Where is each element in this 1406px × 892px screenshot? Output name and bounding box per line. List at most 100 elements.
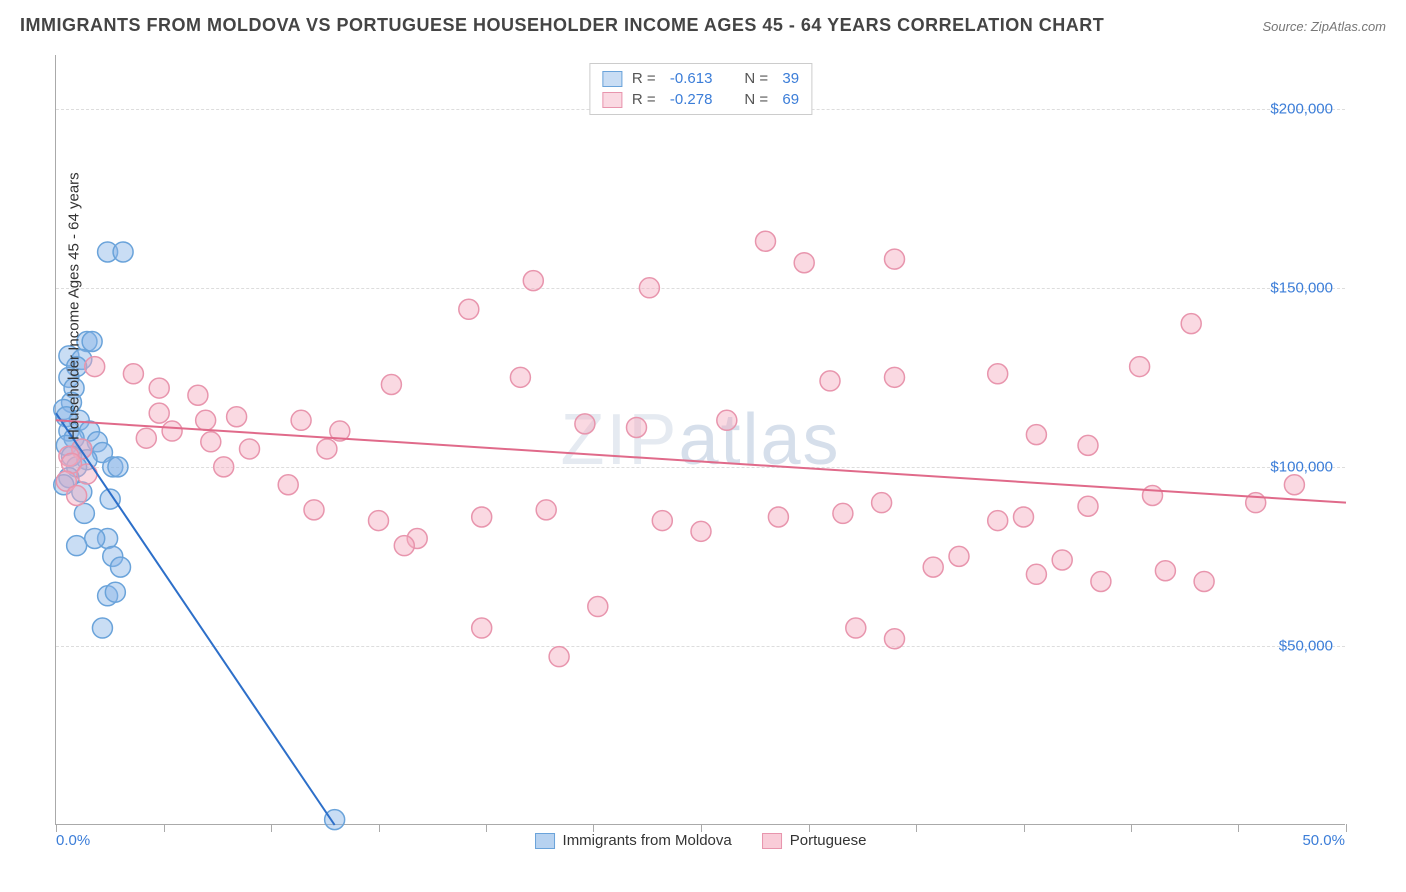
data-point <box>1014 507 1034 527</box>
data-point <box>768 507 788 527</box>
swatch-portuguese <box>762 833 782 849</box>
correlation-row: R = -0.613 N = 39 <box>602 68 799 89</box>
swatch-series-0 <box>602 71 622 87</box>
data-point <box>214 457 234 477</box>
data-point <box>794 253 814 273</box>
x-tick <box>56 824 57 832</box>
data-point <box>123 364 143 384</box>
data-point <box>278 475 298 495</box>
x-tick <box>701 824 702 832</box>
data-point <box>162 421 182 441</box>
data-point <box>923 557 943 577</box>
data-point <box>588 597 608 617</box>
data-point <box>149 403 169 423</box>
chart-title: IMMIGRANTS FROM MOLDOVA VS PORTUGUESE HO… <box>20 15 1104 36</box>
r-value-0: -0.613 <box>670 70 713 87</box>
data-point <box>949 546 969 566</box>
swatch-moldova <box>535 833 555 849</box>
data-point <box>67 536 87 556</box>
r-value-1: -0.278 <box>670 91 713 108</box>
legend-label-1: Portuguese <box>790 832 867 849</box>
data-point <box>885 629 905 649</box>
data-point <box>472 507 492 527</box>
data-point <box>510 367 530 387</box>
data-point <box>136 428 156 448</box>
data-point <box>304 500 324 520</box>
n-label: N = <box>744 70 772 87</box>
x-tick <box>1024 824 1025 832</box>
chart-plot-area: ZIPatlas $50,000$100,000$150,000$200,000… <box>55 55 1345 825</box>
data-point <box>82 332 102 352</box>
data-point <box>1052 550 1072 570</box>
data-point <box>1130 357 1150 377</box>
correlation-legend: R = -0.613 N = 39 R = -0.278 N = 69 <box>589 63 812 115</box>
data-point <box>291 410 311 430</box>
data-point <box>92 618 112 638</box>
data-point <box>627 417 647 437</box>
data-point <box>988 511 1008 531</box>
data-point <box>317 439 337 459</box>
data-point <box>717 410 737 430</box>
data-point <box>1143 486 1163 506</box>
data-point <box>1026 425 1046 445</box>
data-point <box>549 647 569 667</box>
source-attribution: Source: ZipAtlas.com <box>1262 19 1386 34</box>
data-point <box>885 249 905 269</box>
n-value-0: 39 <box>782 70 799 87</box>
data-point <box>201 432 221 452</box>
data-point <box>1078 435 1098 455</box>
correlation-row: R = -0.278 N = 69 <box>602 89 799 110</box>
chart-svg <box>56 55 1345 824</box>
data-point <box>652 511 672 531</box>
data-point <box>575 414 595 434</box>
trend-line <box>56 420 1346 502</box>
n-value-1: 69 <box>782 91 799 108</box>
x-max-label: 50.0% <box>1302 832 1345 849</box>
data-point <box>85 357 105 377</box>
data-point <box>325 810 345 830</box>
data-point <box>196 410 216 430</box>
data-point <box>74 503 94 523</box>
data-point <box>1284 475 1304 495</box>
data-point <box>833 503 853 523</box>
data-point <box>472 618 492 638</box>
data-point <box>105 582 125 602</box>
data-point <box>1194 571 1214 591</box>
data-point <box>369 511 389 531</box>
x-tick <box>593 824 594 832</box>
data-point <box>85 528 105 548</box>
legend-item: Immigrants from Moldova <box>535 832 732 849</box>
data-point <box>240 439 260 459</box>
data-point <box>1181 314 1201 334</box>
data-point <box>1091 571 1111 591</box>
r-label: R = <box>632 91 660 108</box>
data-point <box>77 464 97 484</box>
data-point <box>149 378 169 398</box>
data-point <box>1155 561 1175 581</box>
data-point <box>111 557 131 577</box>
x-tick <box>916 824 917 832</box>
data-point <box>108 457 128 477</box>
data-point <box>459 299 479 319</box>
r-label: R = <box>632 70 660 87</box>
x-tick <box>164 824 165 832</box>
n-label: N = <box>744 91 772 108</box>
x-tick <box>1346 824 1347 832</box>
legend-label-0: Immigrants from Moldova <box>563 832 732 849</box>
data-point <box>188 385 208 405</box>
data-point <box>885 367 905 387</box>
swatch-series-1 <box>602 92 622 108</box>
data-point <box>988 364 1008 384</box>
data-point <box>1078 496 1098 516</box>
data-point <box>691 521 711 541</box>
series-legend: Immigrants from Moldova Portuguese <box>535 832 867 849</box>
x-tick <box>486 824 487 832</box>
data-point <box>381 374 401 394</box>
data-point <box>394 536 414 556</box>
x-tick <box>809 824 810 832</box>
data-point <box>639 278 659 298</box>
data-point <box>227 407 247 427</box>
data-point <box>67 486 87 506</box>
data-point <box>756 231 776 251</box>
x-tick <box>379 824 380 832</box>
